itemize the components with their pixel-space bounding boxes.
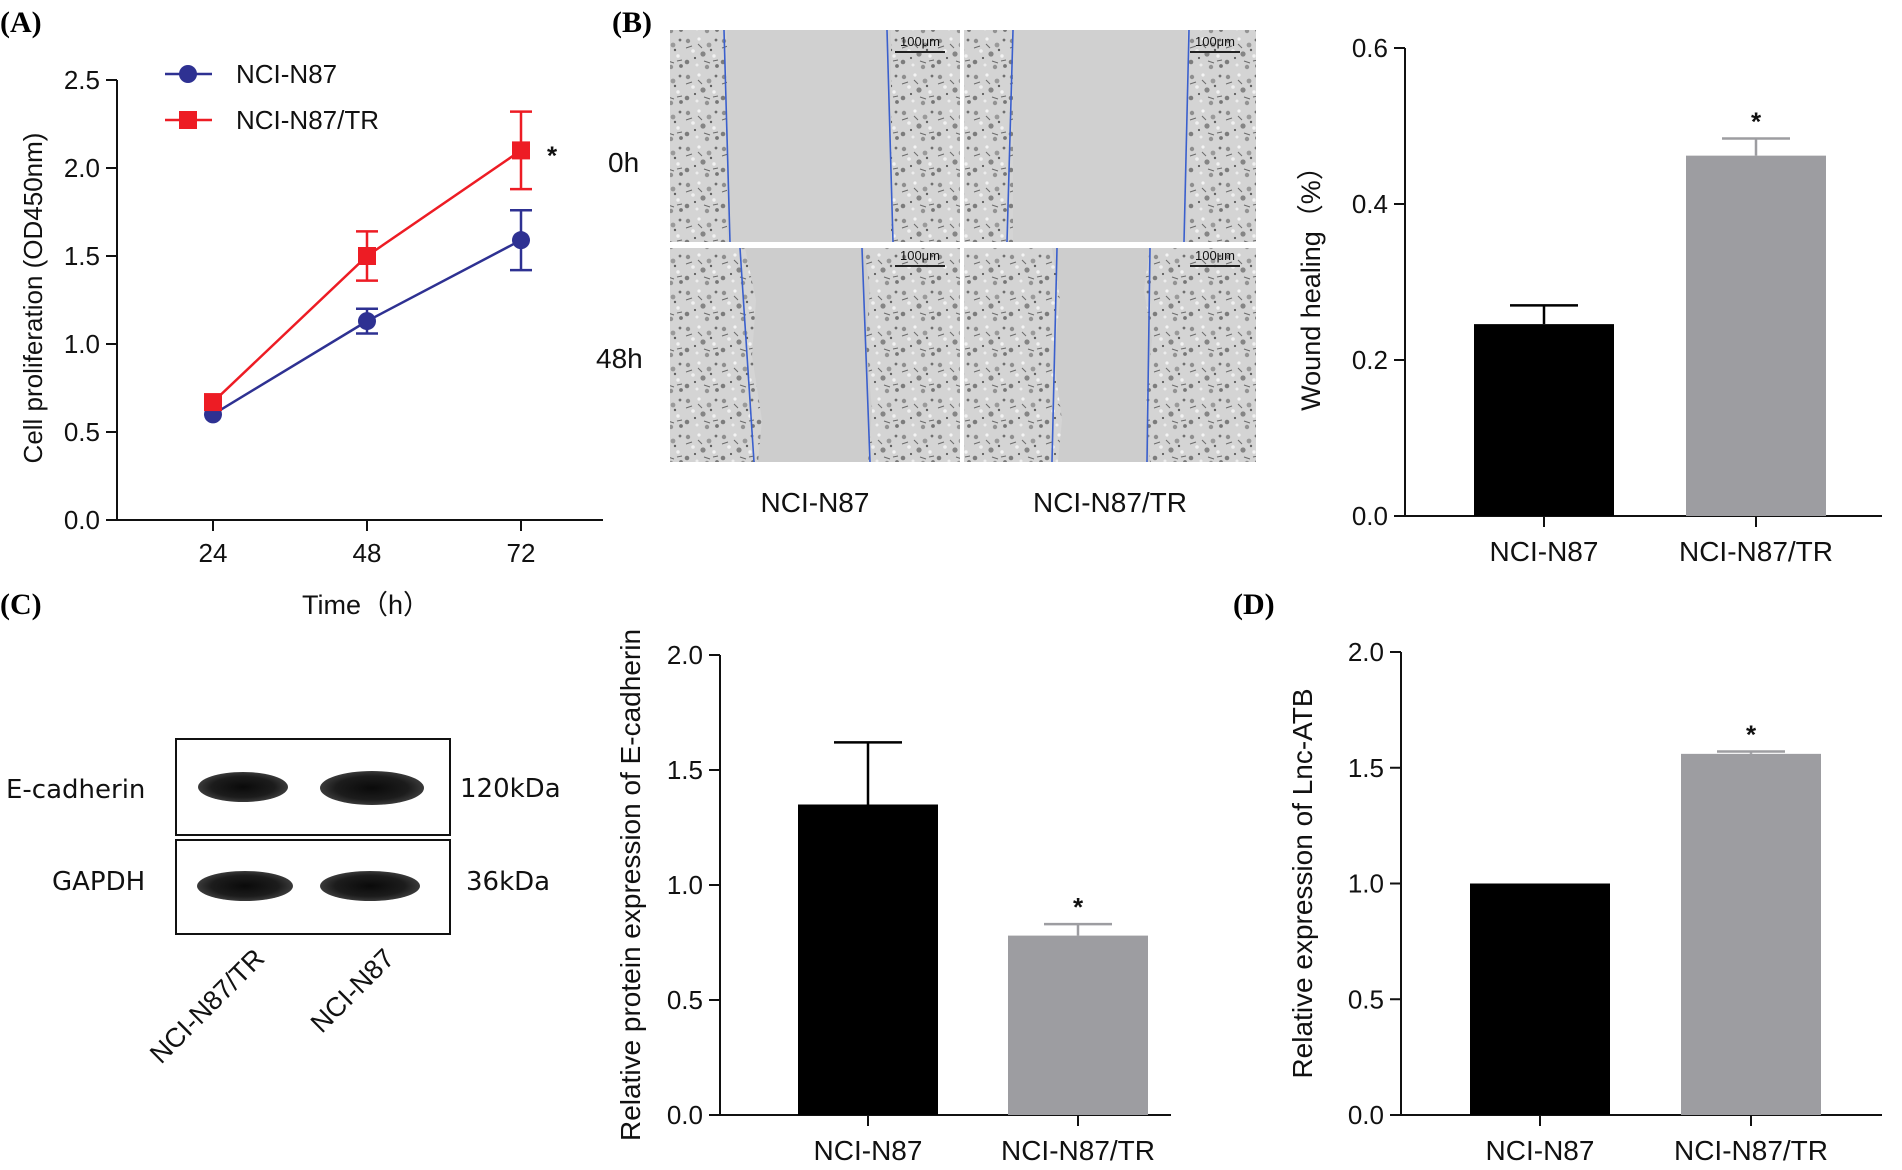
blot-size-120kda: 120kDa <box>460 774 561 804</box>
chart-c-y-tick-label: 2.0 <box>667 640 703 670</box>
chart-b-y-tick-label: 0.2 <box>1352 345 1388 375</box>
panel-letter-b: (B) <box>612 6 652 39</box>
chart-a-y-tick-label: 2.5 <box>64 65 100 95</box>
chart-c-y-tick-label: 0.0 <box>667 1100 703 1130</box>
chart-a-point-nci-n87-tr <box>204 393 222 412</box>
chart-c-y-tick-label: 1.0 <box>667 870 703 900</box>
chart-a-y-tick-label: 0.5 <box>64 417 100 447</box>
chart-b-bar-nci-n87-tr <box>1686 155 1826 516</box>
blot-band-gapdh-lane2 <box>320 871 420 901</box>
wound-col-label-nci-n87: NCI-N87 <box>761 487 870 518</box>
chart-a-legend-marker-nci-n87-tr <box>179 111 197 129</box>
blot-band-gapdh-lane1 <box>197 871 293 901</box>
chart-d-y-tick-label: 0.0 <box>1348 1100 1384 1130</box>
chart-a-point-nci-n87-tr <box>358 247 376 265</box>
chart-a-legend-marker-nci-n87 <box>179 65 197 83</box>
micrograph-nci-n87-0h: 100μm <box>670 29 960 243</box>
chart-c-y-tick-label: 0.5 <box>667 985 703 1015</box>
chart-b-y-axis-label: Wound healing（%） <box>1296 153 1326 411</box>
svg-text:100μm: 100μm <box>1195 248 1235 263</box>
chart-b-category-label-nci-n87: NCI-N87 <box>1490 536 1599 567</box>
chart-b-bar: 0.0 0.2 0.4 0.6 Wound healing（%） NCI-N87 NCI-N… <box>1296 33 1882 567</box>
chart-c-category-label-nci-n87: NCI-N87 <box>814 1135 923 1166</box>
chart-a-legend-label-nci-n87: NCI-N87 <box>236 59 337 89</box>
chart-d-y-tick-label: 0.5 <box>1348 984 1384 1014</box>
wound-row-label-48h: 48h <box>596 343 643 374</box>
chart-a-y-tick-label: 1.0 <box>64 329 100 359</box>
panel-letter-d: (D) <box>1233 588 1275 621</box>
chart-d-y-tick-label: 1.5 <box>1348 753 1384 783</box>
chart-d-y-axis-label: Relative expression of Lnc-ATB <box>1287 688 1318 1078</box>
chart-a-point-nci-n87-tr <box>512 141 530 160</box>
chart-d-significance-nci-n87-tr: * <box>1746 720 1757 750</box>
chart-a-y-tick-label: 0.0 <box>64 505 100 535</box>
chart-d-bar-nci-n87 <box>1470 883 1610 1115</box>
micrograph-nci-n87tr-0h: 100μm <box>964 29 1256 243</box>
chart-c-y-tick-label: 1.5 <box>667 755 703 785</box>
chart-d-y-tick-label: 2.0 <box>1348 637 1384 667</box>
chart-a-x-tick-label: 24 <box>199 538 228 568</box>
chart-a-x-tick-label: 48 <box>353 538 382 568</box>
micrograph-nci-n87-48h: 100μm <box>670 247 960 463</box>
chart-b-significance-nci-n87-tr: * <box>1751 106 1762 136</box>
svg-text:100μm: 100μm <box>900 34 940 49</box>
panel-letter-a: (A) <box>0 6 42 39</box>
blot-size-36kda: 36kDa <box>466 867 550 897</box>
chart-c-bar-nci-n87 <box>798 804 938 1115</box>
chart-d-category-label-nci-n87-tr: NCI-N87/TR <box>1674 1135 1828 1166</box>
blot-band-e-cadherin-lane2 <box>320 771 424 805</box>
chart-a-y-tick-label: 2.0 <box>64 153 100 183</box>
blot-lane-label-nci-n87tr: NCI-N87/TR <box>144 943 270 1069</box>
blot-lane-label-nci-n87: NCI-N87 <box>305 943 400 1038</box>
chart-c-category-label-nci-n87-tr: NCI-N87/TR <box>1001 1135 1155 1166</box>
chart-a-point-nci-n87 <box>512 231 530 250</box>
chart-b-bar-nci-n87 <box>1474 324 1614 516</box>
chart-b-category-label-nci-n87-tr: NCI-N87/TR <box>1679 536 1833 567</box>
chart-a-point-nci-n87 <box>358 312 376 331</box>
wound-healing-images: 100μm 100μm 100μm 100μm 0h 48h <box>596 29 1256 518</box>
wound-col-label-nci-n87tr: NCI-N87/TR <box>1033 487 1187 518</box>
chart-a-y-tick-label: 1.5 <box>64 241 100 271</box>
chart-a-significance: * <box>547 140 558 170</box>
chart-c-y-axis-label: Relative protein expression of E-cadheri… <box>615 629 646 1141</box>
svg-text:100μm: 100μm <box>900 248 940 263</box>
western-blot: E-cadherin GAPDH 120kDa 36kDa NCI-N87/TR… <box>6 738 561 1069</box>
chart-a-y-axis-label: Cell proliferation (OD450nm) <box>18 133 48 464</box>
chart-a-x-axis-label: Time（h） <box>302 590 430 620</box>
chart-a-legend-label-nci-n87-tr: NCI-N87/TR <box>236 105 379 135</box>
chart-c-significance-nci-n87-tr: * <box>1073 892 1084 922</box>
chart-b-y-tick-label: 0.6 <box>1352 33 1388 63</box>
chart-a-x-tick-label: 72 <box>507 538 536 568</box>
svg-text:100μm: 100μm <box>1195 34 1235 49</box>
chart-d-y-tick-label: 1.0 <box>1348 869 1384 899</box>
blot-band-e-cadherin-lane1 <box>198 772 288 802</box>
chart-d-category-label-nci-n87: NCI-N87 <box>1486 1135 1595 1166</box>
chart-d-bar-nci-n87-tr <box>1681 753 1821 1115</box>
micrograph-nci-n87tr-48h: 100μm <box>964 247 1256 463</box>
wound-row-label-0h: 0h <box>608 147 639 178</box>
panel-letter-c: (C) <box>0 588 42 621</box>
blot-label-e-cadherin: E-cadherin <box>6 775 145 805</box>
blot-label-gapdh: GAPDH <box>52 867 145 897</box>
chart-d-bar: 0.0 0.5 1.0 1.5 2.0 Relative expression of Ln… <box>1287 637 1882 1166</box>
chart-c-bar: 0.0 0.5 1.0 1.5 2.0 Relative protein expressi… <box>615 629 1171 1166</box>
chart-b-y-tick-label: 0.0 <box>1352 501 1388 531</box>
chart-a-line: 0.0 0.5 1.0 1.5 2.0 2.5 Cell proliferation (OD… <box>18 59 603 620</box>
chart-c-bar-nci-n87-tr <box>1008 935 1148 1115</box>
chart-b-y-tick-label: 0.4 <box>1352 189 1388 219</box>
